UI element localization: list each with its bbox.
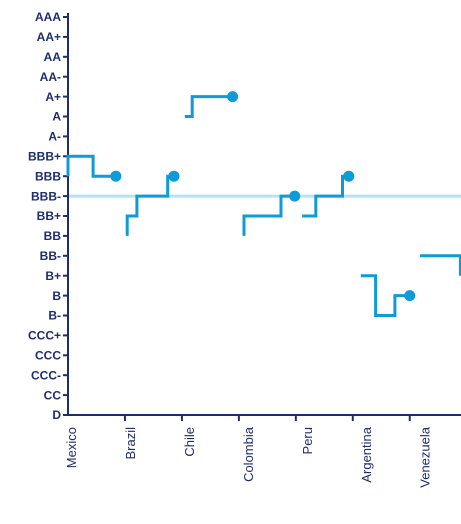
- end-marker: [227, 91, 239, 103]
- y-tick-label: BB-: [40, 249, 61, 263]
- end-marker: [343, 170, 355, 182]
- y-tick-label: AA: [44, 50, 62, 64]
- y-tick-label: CCC-: [31, 368, 61, 382]
- x-tick-label: Mexico: [64, 427, 79, 468]
- y-tick-label: A+: [45, 90, 61, 104]
- y-tick-label: AA-: [40, 70, 61, 84]
- y-tick-label: BB: [44, 229, 62, 243]
- x-tick-label: Chile: [182, 427, 197, 457]
- y-tick-label: B+: [45, 269, 61, 283]
- rating-line: [242, 194, 295, 236]
- y-tick-label: B-: [48, 309, 61, 323]
- y-tick-label: D: [52, 408, 61, 422]
- y-tick-label: CCC: [35, 348, 61, 362]
- x-tick-label: Venezuela: [418, 426, 433, 487]
- y-tick-label: BB+: [37, 209, 61, 223]
- y-tick-label: AA+: [37, 30, 61, 44]
- y-tick-label: AAA: [35, 10, 61, 24]
- y-tick-label: BBB+: [28, 149, 61, 163]
- x-tick-label: Peru: [300, 427, 315, 454]
- rating-line: [420, 254, 461, 276]
- y-tick-label: BBB: [35, 169, 61, 183]
- rating-line: [125, 174, 174, 236]
- end-marker: [289, 190, 301, 202]
- rating-line: [184, 95, 233, 118]
- y-tick-label: B: [52, 289, 61, 303]
- x-tick-label: Colombia: [241, 426, 256, 482]
- x-tick-label: Brazil: [123, 427, 138, 460]
- y-tick-label: A-: [48, 130, 61, 144]
- rating-line: [66, 154, 116, 178]
- y-tick-label: CC: [44, 388, 62, 402]
- end-marker: [110, 170, 122, 182]
- rating-line: [360, 274, 410, 317]
- y-tick-label: CCC+: [28, 329, 61, 343]
- x-tick-label: Argentina: [359, 426, 374, 482]
- end-marker: [168, 170, 180, 182]
- y-tick-label: BBB-: [31, 189, 61, 203]
- y-tick-label: A: [52, 110, 61, 124]
- end-marker: [404, 290, 416, 302]
